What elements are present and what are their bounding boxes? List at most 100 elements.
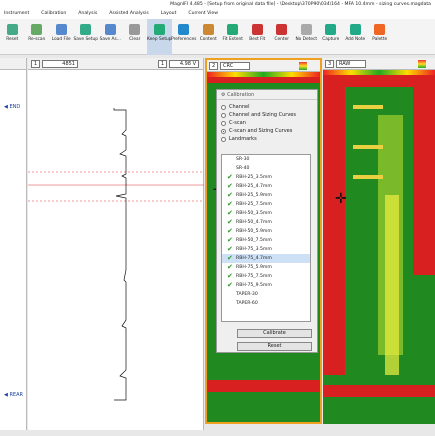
- curve-label: RBH-75_3.5mm: [236, 247, 272, 252]
- toolbar-icon: [104, 24, 116, 35]
- curve-item[interactable]: TAPER-60: [222, 299, 310, 308]
- panel-index[interactable]: 3: [325, 60, 335, 68]
- check-mark: ✔: [227, 227, 233, 235]
- red-region: [323, 75, 345, 375]
- curve-label: RBH-50_3.5mm: [236, 211, 272, 216]
- dialog-title-text: Calibration: [227, 92, 255, 98]
- check-mark: ✔: [227, 263, 233, 271]
- color-strip: [207, 72, 320, 77]
- palette-icon[interactable]: [418, 60, 426, 68]
- toolbar-button[interactable]: Clear: [123, 19, 148, 55]
- toolbar-button[interactable]: Save As...: [98, 19, 123, 55]
- toolbar-icon: [178, 24, 190, 35]
- curve-item[interactable]: ✔ RBH-25_7.5mm: [222, 200, 310, 209]
- toolbar-button[interactable]: Preferences: [171, 19, 196, 55]
- panel-header: 2 CRC: [207, 60, 320, 72]
- curve-item[interactable]: ✔ RBH-50_7.5mm: [222, 236, 310, 245]
- mode-option[interactable]: Landmarks: [217, 135, 317, 143]
- window-title: MagnIFI 4.485 - [Setup from original dat…: [0, 0, 435, 9]
- curve-item[interactable]: ✔ RBH-75_3.5mm: [222, 245, 310, 254]
- signal-trace: [113, 108, 127, 401]
- toolbar-label: Fit Extent: [222, 37, 243, 42]
- curve-label: TAPER-30: [236, 292, 258, 297]
- curve-item[interactable]: ✔ RBH-25_4.7mm: [222, 182, 310, 191]
- toolbar-button[interactable]: Save Setup: [74, 19, 99, 55]
- toolbar-icon: [80, 24, 92, 35]
- radio[interactable]: [221, 120, 226, 126]
- menu-item[interactable]: Instrument: [4, 11, 30, 16]
- toolbar-icon: [374, 24, 386, 35]
- palette-icon[interactable]: [299, 62, 307, 70]
- toolbar-icon: [31, 24, 43, 35]
- panel-index-2[interactable]: 1: [158, 60, 168, 68]
- menu-item[interactable]: Assisted Analysis: [109, 11, 149, 16]
- mode-option[interactable]: C-scan: [217, 119, 317, 127]
- toolbar-button[interactable]: Fit Extent: [221, 19, 246, 55]
- calibrate-button[interactable]: Calibrate: [237, 329, 312, 338]
- radio[interactable]: [221, 104, 226, 110]
- toolbar-icon: [349, 24, 361, 35]
- toolbar-button[interactable]: Load File: [49, 19, 74, 55]
- toolbar-label: Clear: [129, 37, 141, 42]
- curve-item[interactable]: ✔ RBH-75_9.5mm: [222, 281, 310, 290]
- curve-item[interactable]: ✔ RBH-75_7.5mm: [222, 272, 310, 281]
- menu-bar: Instrument Calibration Analysis Assisted An…: [0, 9, 435, 19]
- menu-item[interactable]: Calibration: [41, 11, 67, 16]
- mode-option[interactable]: Channel and Sizing Curves: [217, 111, 317, 119]
- option-label: C-scan and Sizing Curves: [229, 128, 293, 134]
- radio[interactable]: [221, 128, 226, 134]
- toolbar-label: No Detect: [295, 37, 318, 42]
- panel-index[interactable]: 1: [31, 60, 41, 68]
- toolbar-button[interactable]: Palette: [368, 19, 393, 55]
- channel-box[interactable]: 4851: [42, 60, 78, 68]
- toolbar-button[interactable]: Center: [270, 19, 295, 55]
- curve-item[interactable]: ✔ RBH-50_4.7mm: [222, 218, 310, 227]
- curve-list[interactable]: SR-30 SR-40 ✔ RBH-25_3.5mm ✔ RBH-25_4.7mm ✔ RBH…: [221, 154, 311, 322]
- mode-option[interactable]: C-scan and Sizing Curves: [217, 127, 317, 135]
- red-band: [323, 385, 435, 397]
- mode-option[interactable]: Channel: [217, 103, 317, 111]
- toolbar-button[interactable]: Best Fit: [245, 19, 270, 55]
- toolbar-button[interactable]: Keep Setup: [147, 19, 172, 55]
- toolbar-button[interactable]: Add Note: [343, 19, 368, 55]
- curve-item[interactable]: ✔ RBH-75_5.9mm: [222, 263, 310, 272]
- curve-item[interactable]: ✔ RBH-75_4.7mm: [222, 254, 310, 263]
- radio[interactable]: [221, 136, 226, 142]
- toolbar-icon: [202, 24, 214, 35]
- curve-item[interactable]: TAPER-30: [222, 290, 310, 299]
- curve-item[interactable]: ✔ RBH-25_3.5mm: [222, 173, 310, 182]
- menu-item[interactable]: Current View: [188, 11, 218, 16]
- panel-index[interactable]: 2: [209, 62, 219, 70]
- menu-item[interactable]: Layout: [160, 11, 177, 16]
- curve-label: RBH-75_5.9mm: [236, 265, 272, 270]
- curve-item[interactable]: SR-40: [222, 164, 310, 173]
- toolbar-label: Keep Setup: [147, 37, 172, 42]
- curve-item[interactable]: ✔ RBH-50_5.9mm: [222, 227, 310, 236]
- curve-label: SR-40: [236, 166, 250, 171]
- scale-box[interactable]: 4.98 V: [169, 60, 199, 68]
- toolbar-button[interactable]: No Detect: [294, 19, 319, 55]
- check-mark: ✔: [227, 200, 233, 208]
- end-text: END: [9, 104, 21, 110]
- red-band: [207, 380, 320, 392]
- curve-item[interactable]: SR-30: [222, 155, 310, 164]
- curve-item[interactable]: ✔ RBH-50_3.5mm: [222, 209, 310, 218]
- curve-label: RBH-25_7.5mm: [236, 202, 272, 207]
- toolbar-icon: [276, 24, 288, 35]
- panel-header: 3 RAW: [323, 58, 435, 70]
- option-label: Landmarks: [229, 136, 257, 142]
- toolbar: Reset Re-scan Load File Save Setup Save As..…: [0, 19, 435, 55]
- option-label: C-scan: [229, 120, 246, 126]
- reset-button[interactable]: Reset: [237, 342, 312, 351]
- toolbar-button[interactable]: Capture: [319, 19, 344, 55]
- panel-header: 1 4851 1 4.98 V: [28, 58, 203, 70]
- toolbar-icon: [300, 24, 312, 35]
- channel-box[interactable]: CRC: [220, 62, 250, 70]
- channel-box[interactable]: RAW: [336, 60, 366, 68]
- menu-item[interactable]: Analysis: [78, 11, 98, 16]
- toolbar-button[interactable]: Content: [196, 19, 221, 55]
- toolbar-button[interactable]: Re-scan: [25, 19, 50, 55]
- toolbar-button[interactable]: Reset: [0, 19, 25, 55]
- curve-item[interactable]: ✔ RBH-25_5.9mm: [222, 191, 310, 200]
- radio[interactable]: [221, 112, 226, 118]
